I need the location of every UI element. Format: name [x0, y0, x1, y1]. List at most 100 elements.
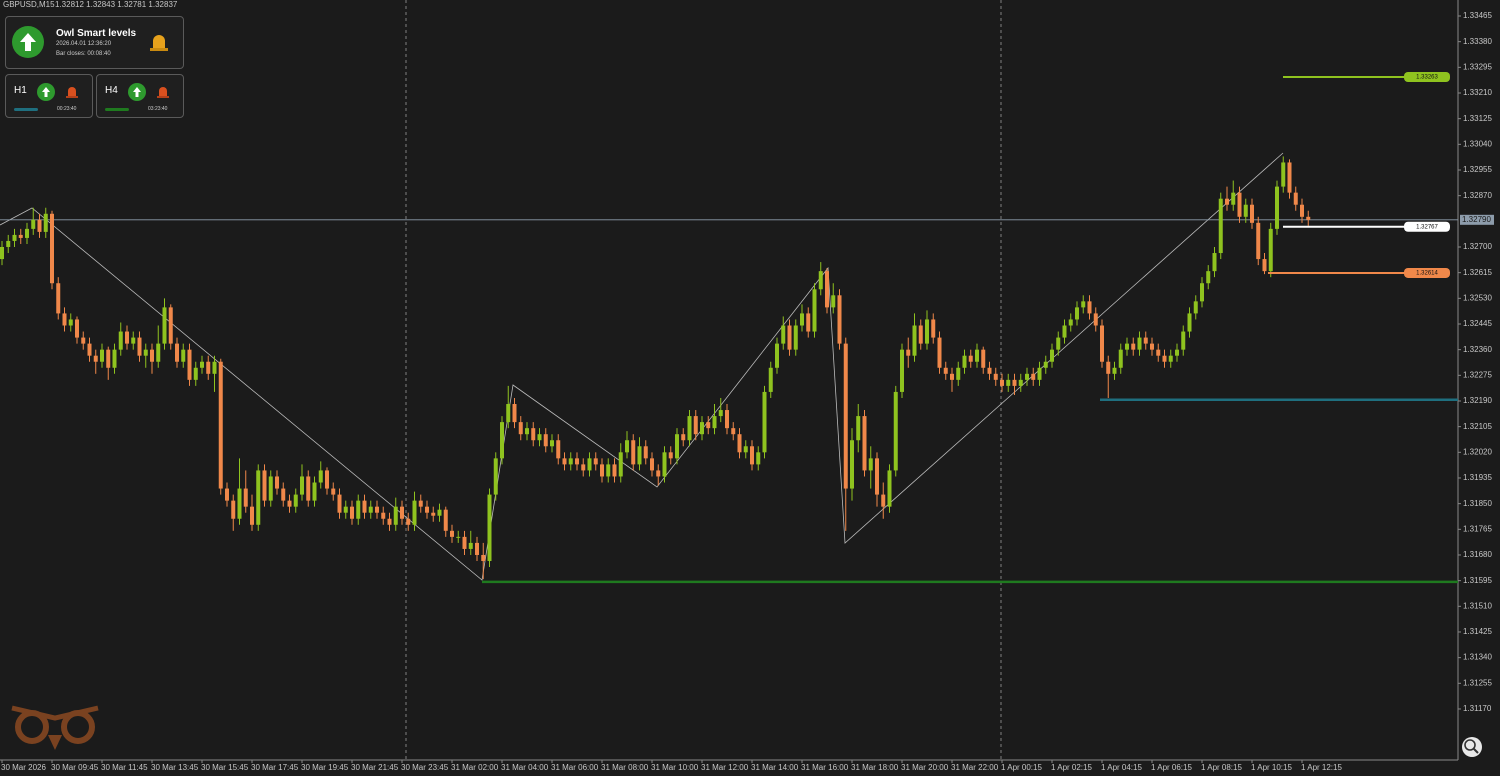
candle-body: [225, 488, 229, 501]
candle-body: [525, 428, 529, 435]
candle-body: [712, 416, 717, 429]
candle-body: [175, 343, 179, 362]
candle-body: [125, 331, 129, 344]
candle-body: [293, 494, 298, 507]
candle-body: [937, 337, 942, 368]
candle-body: [756, 452, 761, 465]
candle-body: [837, 295, 842, 344]
candle-body: [1050, 349, 1054, 362]
candle-body: [425, 506, 429, 513]
candle-body: [387, 518, 392, 525]
candle-body: [50, 213, 54, 284]
candle-body: [25, 228, 29, 238]
candle-body: [37, 219, 42, 232]
candle-body: [818, 271, 823, 290]
h4-panel: H4 03:23:40: [96, 74, 184, 118]
candle-body: [731, 428, 736, 435]
candle-body: [643, 446, 648, 459]
candle-body: [650, 458, 654, 471]
candle-body: [325, 470, 329, 489]
x-tick-label: 31 Mar 12:00: [701, 763, 749, 772]
x-tick-label: 31 Mar 08:00: [601, 763, 649, 772]
y-tick-label: 1.31255: [1463, 678, 1492, 687]
candle-body: [543, 434, 548, 447]
alarm: [66, 87, 78, 98]
candle-body: [281, 488, 286, 501]
candle-body: [187, 349, 192, 380]
level-box: [1404, 221, 1450, 232]
candle-body: [1125, 343, 1129, 350]
symbol: GBPUSD,M15: [3, 0, 55, 9]
candle-body: [1193, 301, 1198, 314]
candle-body: [356, 500, 361, 519]
candle-body: [1037, 367, 1042, 380]
x-tick-label: 1 Apr 02:15: [1051, 763, 1092, 772]
candle-body: [250, 506, 254, 525]
candle-body: [887, 470, 892, 507]
candle-body: [725, 410, 729, 429]
candle-body: [1006, 379, 1011, 386]
y-tick-label: 1.32190: [1463, 396, 1492, 405]
y-tick-label: 1.31935: [1463, 473, 1492, 482]
candle-body: [1268, 228, 1273, 272]
candle-body: [143, 349, 148, 356]
candle-body: [0, 246, 4, 260]
tf-timer: 00:23:40: [57, 106, 77, 112]
candle-body: [662, 452, 667, 477]
candle-body: [1081, 301, 1086, 308]
candle-body: [156, 343, 161, 362]
candle-body: [568, 458, 573, 465]
y-tick-label: 1.32700: [1463, 242, 1492, 251]
x-tick-label: 30 Mar 11:45: [101, 763, 148, 772]
y-tick-label: 1.32530: [1463, 293, 1492, 302]
candle-body: [1237, 192, 1242, 217]
candle-body: [1187, 313, 1192, 332]
y-tick-label: 1.33210: [1463, 88, 1492, 97]
alarm-icon: [148, 31, 168, 51]
bid-label: 1.32790: [1462, 215, 1491, 224]
candle-body: [875, 458, 879, 495]
trend-icon: [37, 83, 55, 101]
candle-body: [168, 307, 173, 344]
candle-body: [93, 355, 98, 362]
candle-body: [56, 283, 61, 314]
candle-body: [1043, 361, 1048, 368]
candle-body: [1000, 379, 1004, 386]
candle-body: [687, 416, 692, 441]
candle-body: [668, 452, 673, 459]
candle-body: [1262, 259, 1267, 272]
candle-body: [868, 458, 873, 471]
y-tick-label: 1.33295: [1463, 62, 1492, 71]
y-tick-label: 1.32870: [1463, 191, 1492, 200]
candle-body: [18, 234, 23, 238]
candle-body: [593, 458, 598, 465]
candle-body: [1175, 349, 1179, 356]
zoom-icon[interactable]: [1462, 737, 1482, 757]
candle-body: [1131, 343, 1136, 350]
candle-body: [337, 494, 342, 513]
y-tick-label: 1.33040: [1463, 139, 1492, 148]
x-tick-label: 31 Mar 14:00: [751, 763, 799, 772]
candle-body: [806, 313, 811, 332]
candle-body: [625, 440, 629, 453]
level-box: [1404, 267, 1450, 278]
candle-body: [781, 325, 786, 344]
candle-body: [1212, 253, 1217, 272]
candle-body: [350, 506, 354, 519]
candle-body: [162, 307, 167, 344]
candle-body: [518, 422, 523, 435]
y-tick-label: 1.31425: [1463, 627, 1492, 636]
candle-body: [1112, 367, 1117, 374]
header-prices: 1.32812 1.32843 1.32781 1.32837: [55, 0, 178, 9]
candle-body: [775, 343, 779, 368]
x-tick-label: 31 Mar 20:00: [901, 763, 949, 772]
candle-body: [1225, 198, 1229, 205]
level-label: 1.33263: [1416, 75, 1438, 81]
candle-body: [393, 506, 398, 525]
y-tick-label: 1.32275: [1463, 370, 1492, 379]
candle-body: [881, 494, 886, 507]
y-tick-label: 1.31680: [1463, 550, 1492, 559]
candle-body: [375, 506, 379, 513]
candle-body: [506, 404, 511, 423]
